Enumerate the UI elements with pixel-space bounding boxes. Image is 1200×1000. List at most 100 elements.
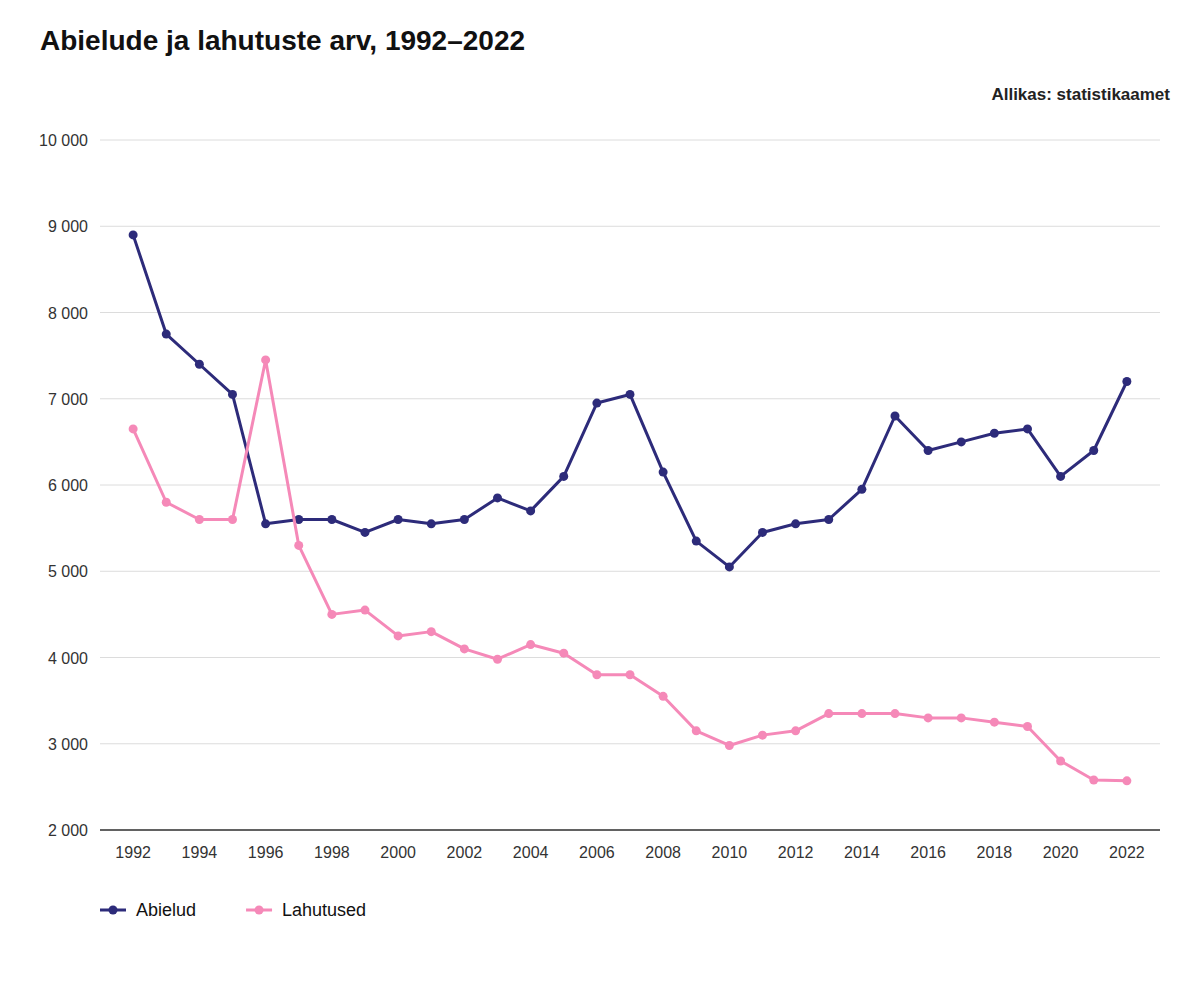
- point: [460, 515, 469, 524]
- grid-line: [100, 312, 1160, 313]
- point: [758, 731, 767, 740]
- point: [957, 437, 966, 446]
- point: [692, 726, 701, 735]
- grid-line: [100, 571, 1160, 572]
- point: [758, 528, 767, 537]
- point: [592, 399, 601, 408]
- point: [659, 692, 668, 701]
- legend-label: Lahutused: [282, 900, 366, 920]
- point: [725, 741, 734, 750]
- y-tick-label: 10 000: [39, 132, 88, 149]
- legend-label: Abielud: [136, 900, 196, 920]
- x-tick-label: 2022: [1109, 844, 1145, 861]
- point: [791, 726, 800, 735]
- x-tick-label: 2020: [1043, 844, 1079, 861]
- point: [261, 519, 270, 528]
- point: [327, 515, 336, 524]
- series-line: [133, 235, 1127, 567]
- point: [361, 606, 370, 615]
- grid-line: [100, 485, 1160, 486]
- point: [129, 230, 138, 239]
- point: [526, 640, 535, 649]
- point: [824, 515, 833, 524]
- y-tick-label: 6 000: [48, 477, 88, 494]
- point: [162, 498, 171, 507]
- point: [1023, 424, 1032, 433]
- title: Abielude ja lahutuste arv, 1992–2022: [40, 25, 525, 56]
- point: [857, 485, 866, 494]
- point: [228, 515, 237, 524]
- legend: Abielud Lahutused: [100, 900, 366, 920]
- point: [327, 610, 336, 619]
- point: [891, 709, 900, 718]
- legend-marker: [255, 906, 264, 915]
- point: [1056, 757, 1065, 766]
- y-tick-label: 5 000: [48, 563, 88, 580]
- y-tick-label: 9 000: [48, 218, 88, 235]
- point: [394, 515, 403, 524]
- x-tick-label: 1998: [314, 844, 350, 861]
- point: [692, 537, 701, 546]
- point: [1089, 775, 1098, 784]
- point: [725, 562, 734, 571]
- point: [857, 709, 866, 718]
- point: [427, 519, 436, 528]
- x-axis-line: [100, 829, 1160, 831]
- grid-line: [100, 743, 1160, 744]
- x-tick-label: 2000: [380, 844, 416, 861]
- y-tick-label: 4 000: [48, 650, 88, 667]
- annotation: Allikas: statistikaamet: [991, 85, 1170, 104]
- point: [361, 528, 370, 537]
- point: [195, 515, 204, 524]
- y-tick-label: 2 000: [48, 822, 88, 839]
- grid-line: [100, 830, 1160, 831]
- point: [294, 541, 303, 550]
- y-tick-label: 8 000: [48, 305, 88, 322]
- point: [957, 713, 966, 722]
- grid-line: [100, 140, 1160, 141]
- grid-line: [100, 657, 1160, 658]
- point: [261, 355, 270, 364]
- x-tick-label: 2006: [579, 844, 615, 861]
- point: [990, 718, 999, 727]
- point: [626, 670, 635, 679]
- x-tick-label: 2008: [645, 844, 681, 861]
- x-tick-label: 2016: [910, 844, 946, 861]
- point: [592, 670, 601, 679]
- point: [228, 390, 237, 399]
- x-tick-label: 2010: [712, 844, 748, 861]
- point: [659, 468, 668, 477]
- x-tick-label: 1996: [248, 844, 284, 861]
- point: [791, 519, 800, 528]
- x-tick-label: 1994: [182, 844, 218, 861]
- point: [460, 644, 469, 653]
- x-tick-label: 2004: [513, 844, 549, 861]
- point: [891, 412, 900, 421]
- grid: [100, 140, 1160, 830]
- point: [1023, 722, 1032, 731]
- point: [394, 631, 403, 640]
- chart: Abielude ja lahutuste arv, 1992–2022 Alli…: [0, 0, 1200, 1000]
- point: [626, 390, 635, 399]
- point: [162, 330, 171, 339]
- x-tick-label: 2002: [447, 844, 483, 861]
- series-line: [133, 360, 1127, 781]
- point: [526, 506, 535, 515]
- grid-line: [100, 226, 1160, 227]
- point: [1056, 472, 1065, 481]
- point: [559, 472, 568, 481]
- point: [195, 360, 204, 369]
- point: [1122, 377, 1131, 386]
- plot-area: [129, 230, 1132, 785]
- point: [1122, 776, 1131, 785]
- point: [129, 424, 138, 433]
- background: [0, 0, 1200, 1000]
- x-tick-label: 2012: [778, 844, 814, 861]
- legend-marker: [109, 906, 118, 915]
- point: [924, 446, 933, 455]
- y-tick-label: 3 000: [48, 736, 88, 753]
- point: [559, 649, 568, 658]
- point: [1089, 446, 1098, 455]
- point: [990, 429, 999, 438]
- x-tick-label: 2018: [977, 844, 1013, 861]
